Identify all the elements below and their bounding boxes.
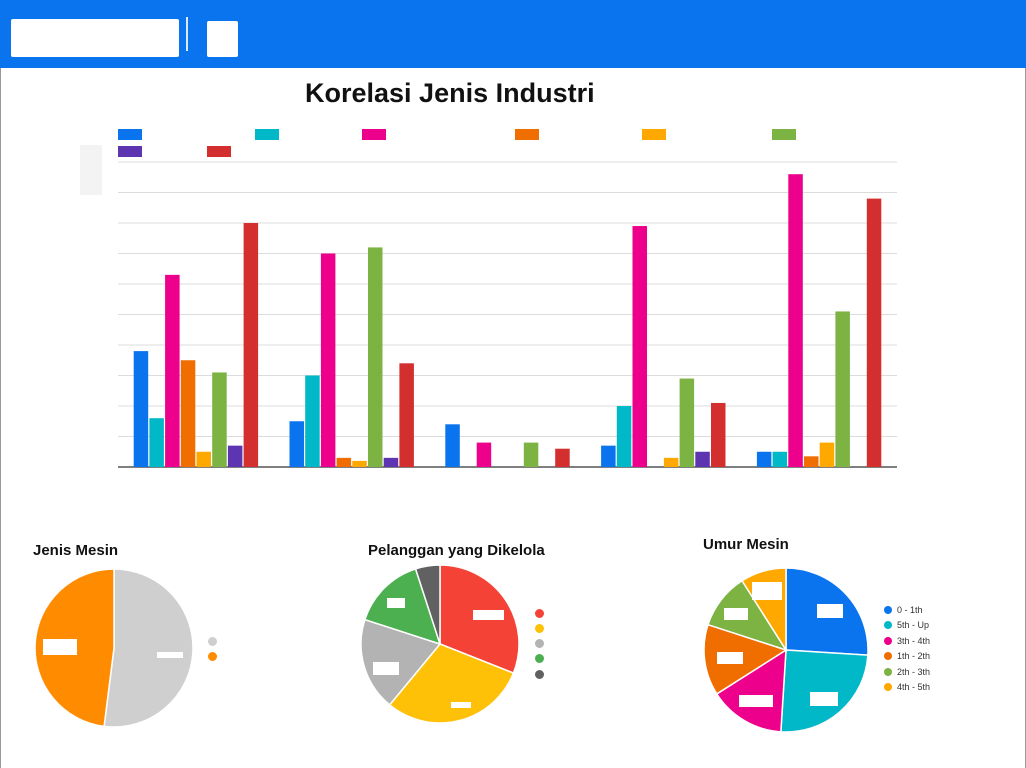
pie-2-label-mask-4 [451,702,471,708]
bar-s8-c3 [555,448,570,467]
bar-s7-c2 [383,457,399,467]
pie-1-legend-dot-1 [208,637,217,646]
bar-s6-c3 [523,442,539,467]
legend-swatch-6 [772,129,796,140]
pie-3-slice-2 [780,649,869,733]
bar-s1-c5 [756,451,772,467]
bar-s1-c3 [445,424,460,467]
bar-s4-c5 [804,456,819,467]
pie-3-title: Umur Mesin [703,536,789,553]
legend-swatch-1 [118,129,142,140]
bar-s2-c5 [772,451,788,467]
legend-swatch-8 [207,146,231,157]
pie-3-label-mask-3 [817,604,843,618]
bar-s8-c1 [243,223,259,467]
bar-s5-c5 [819,442,835,467]
bar-s7-c1 [227,445,243,467]
pie-2-slice-2 [388,643,515,724]
top-app-bar [0,0,1026,68]
pie-3-legend-label-2: 5th - Up [897,620,930,630]
bar-s7-c4 [695,451,710,467]
pie-3-label-mask-2 [724,608,748,620]
pie-2-slice-3 [360,618,442,706]
legend-swatch-5 [642,129,666,140]
pie-3-legend-dot-2 [884,621,892,629]
pie-1-legend-dot-2 [208,652,217,661]
pie-3-legend-dot-1 [884,606,892,614]
pie-3-slice-3 [715,648,787,733]
bar-s3-c4 [632,226,647,467]
legend-swatch-3 [362,129,386,140]
pie-1-label-mask-2 [157,652,183,658]
y-axis-label-placeholder [80,145,102,195]
legend-swatch-2 [255,129,279,140]
pie-2-legend-dot-4 [535,654,544,663]
bar-s4-c2 [336,457,352,467]
pie-2-slice-5 [414,564,441,645]
bar-s8-c5 [866,198,882,467]
bar-s5-c1 [196,451,211,467]
pie-3-label-mask-1 [752,582,782,600]
menu-button[interactable] [207,21,238,57]
pie-3-legend-label-6: 4th - 5th [897,682,931,692]
pie-3-legend-dot-3 [884,637,892,645]
bar-s8-c2 [399,363,414,467]
pie-3-legend-dot-4 [884,652,892,660]
legend-swatch-7 [118,146,142,157]
bar-s3-c5 [788,174,803,467]
pie-3-legend-label-4: 1th - 2th [897,651,931,661]
bar-s5-c2 [352,460,367,467]
pie-3-legend-label-5: 2th - 3th [897,667,931,677]
pie-3-slice-4 [703,623,788,695]
bar-s6-c4 [679,378,695,467]
pie-1-title: Jenis Mesin [33,542,119,559]
legend-swatch-4 [515,129,539,140]
pie-3-legend-label-3: 3th - 4th [897,636,931,646]
bar-s4-c1 [180,360,196,467]
bar-s6-c5 [835,311,850,467]
bar-s1-c1 [133,351,149,467]
bar-s2-c1 [149,418,164,467]
pie-2-label-mask-3 [373,662,399,675]
pie-1-label-mask-1 [43,639,77,655]
bar-s8-c4 [711,402,726,467]
pie-2-title: Pelanggan yang Dikelola [368,542,545,559]
pie-3-legend-label-1: 0 - 1th [897,605,923,615]
bar-s3-c3 [476,442,492,467]
pie-3-legend-dot-5 [884,668,892,676]
pie-2-label-mask-1 [473,610,504,620]
app-logo[interactable] [11,19,179,57]
bar-s6-c2 [368,247,383,467]
pie-2-legend-dot-2 [535,624,544,633]
pie-2-label-mask-2 [387,598,405,608]
bar-s6-c1 [212,372,227,467]
pie-3-label-mask-5 [739,695,773,707]
bar-chart-title: Korelasi Jenis Industri [305,78,595,108]
pie-2-legend-dot-3 [535,639,544,648]
bar-s5-c4 [663,457,679,467]
pie-2-legend-dot-1 [535,609,544,618]
bar-s3-c1 [165,274,180,467]
pie-3-legend-dot-6 [884,683,892,691]
bar-s2-c2 [305,375,320,467]
bar-s3-c2 [320,253,336,467]
pie-3-label-mask-6 [810,692,838,706]
header-divider [186,17,188,51]
pie-3-label-mask-4 [717,652,743,664]
pie-1-slice-1 [103,568,194,728]
pie-2-legend-dot-5 [535,670,544,679]
bar-s2-c4 [616,406,632,467]
bar-s1-c4 [601,445,616,467]
bar-s1-c2 [289,421,304,467]
frame-left-border [0,68,1,768]
